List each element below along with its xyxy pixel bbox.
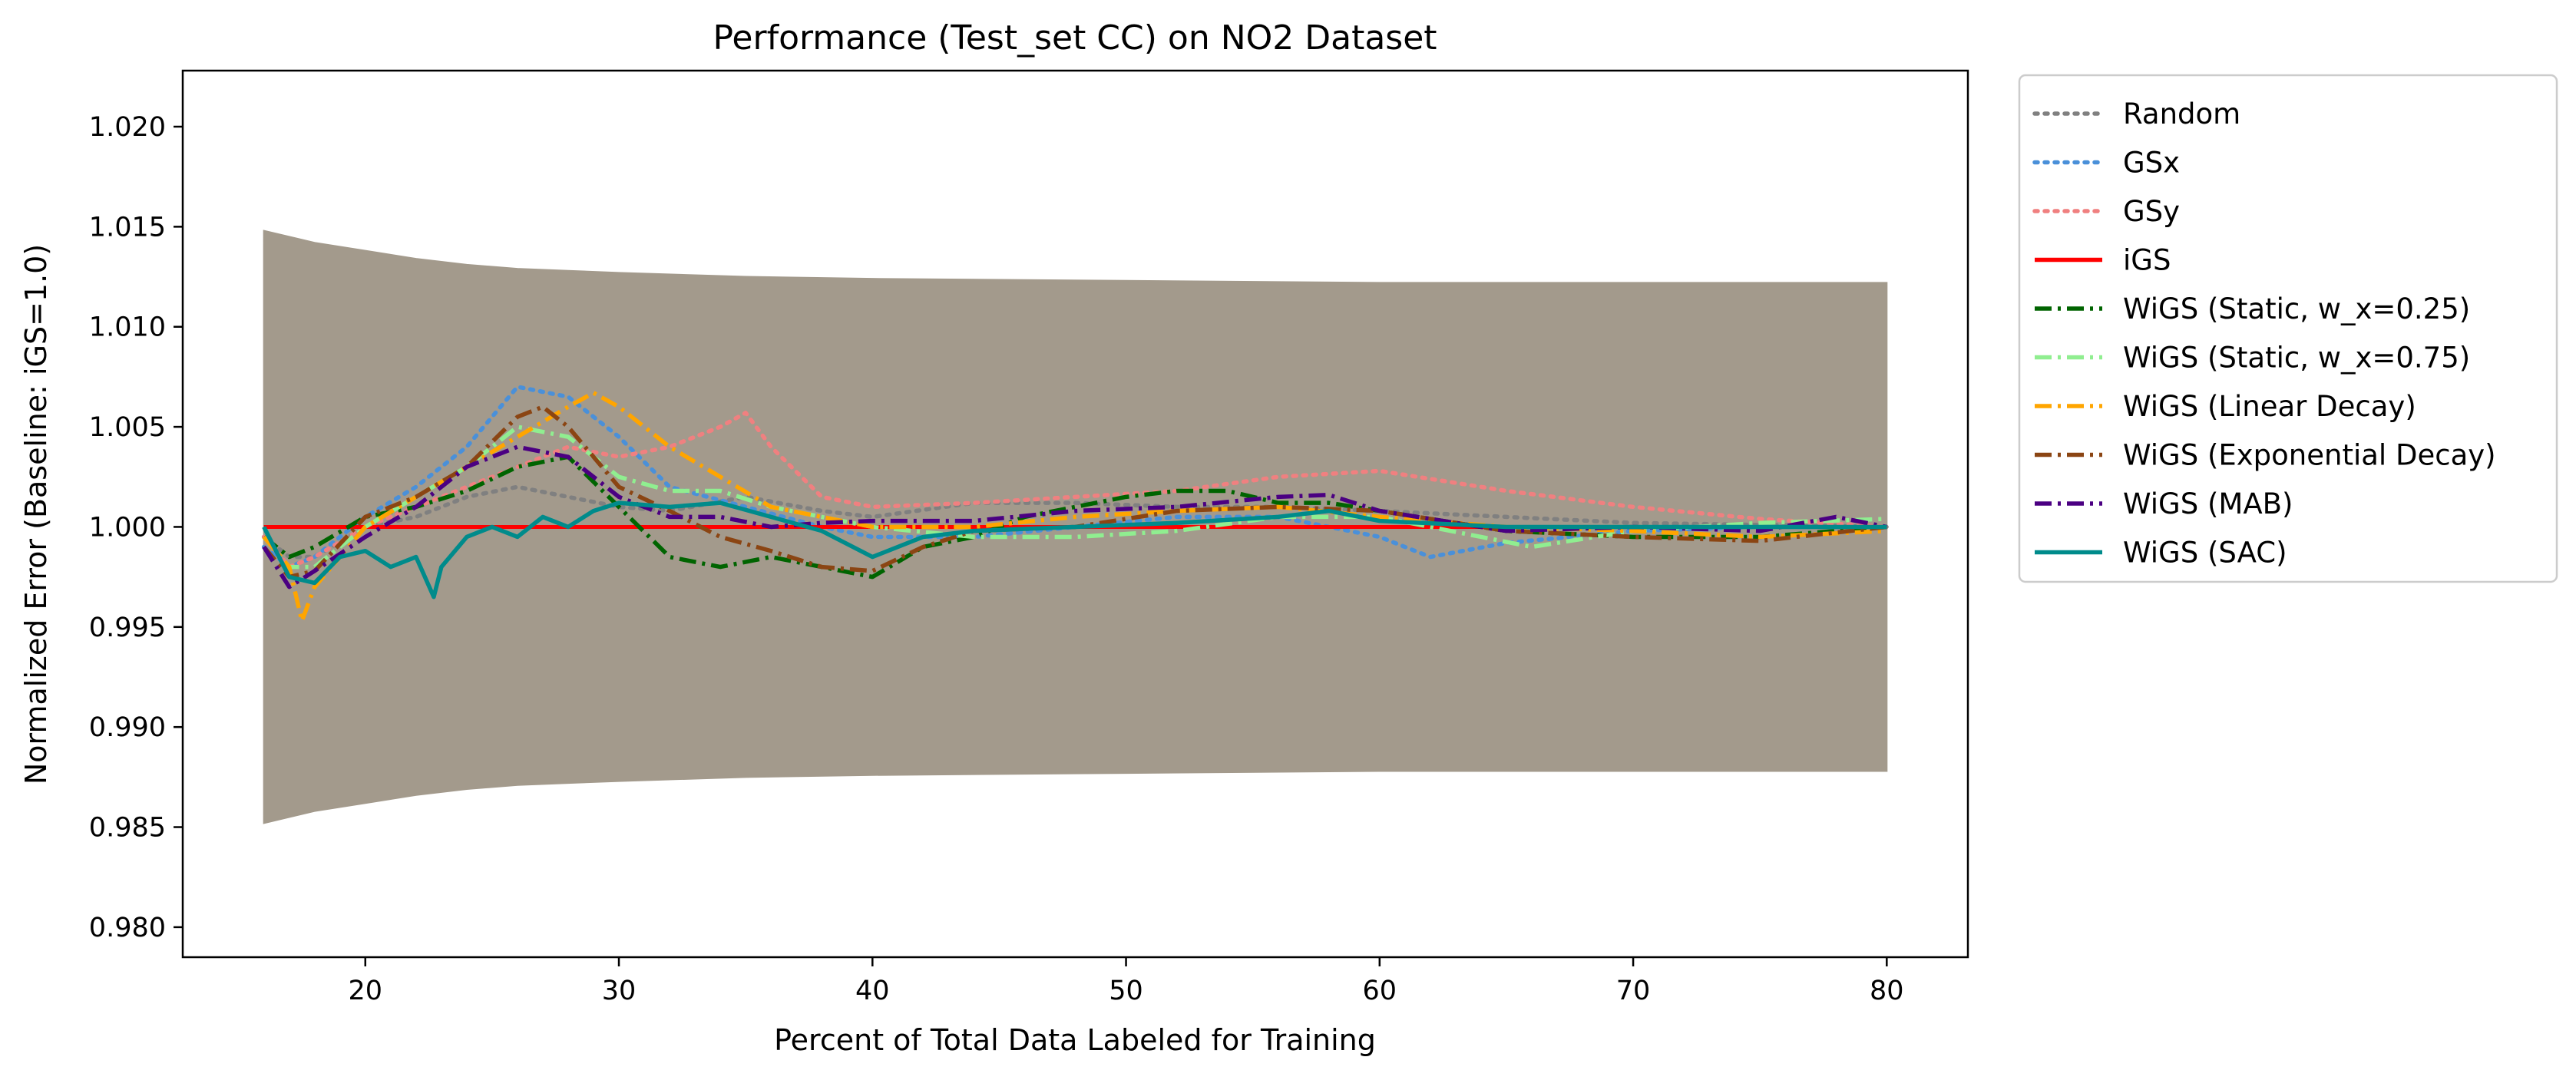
- legend: Random GSx GSy iGS WiGS (Static, w_x=0.25) Wi…: [2018, 74, 2558, 583]
- y-tick-label: 0.995: [89, 613, 166, 643]
- series-line-6: [262, 391, 1887, 623]
- x-tick-label: 30: [602, 976, 637, 1006]
- x-tick-label: 60: [1363, 976, 1397, 1006]
- series-line-8: [262, 444, 1887, 590]
- x-tick-label: 80: [1870, 976, 1904, 1006]
- legend-label: GSy: [2123, 195, 2180, 228]
- legend-label: iGS: [2123, 244, 2171, 277]
- legend-label: WiGS (Static, w_x=0.75): [2123, 342, 2470, 375]
- chart-title: Performance (Test_set CC) on NO2 Dataset: [713, 18, 1437, 58]
- y-tick-label: 1.015: [89, 212, 166, 243]
- y-tick-label: 0.980: [89, 913, 166, 943]
- x-tick-label: 50: [1109, 976, 1143, 1006]
- plot-area: [261, 230, 1890, 824]
- x-tick-label: 40: [855, 976, 890, 1006]
- series-line-4: [262, 454, 1887, 580]
- y-tick-label: 1.020: [89, 112, 166, 143]
- x-axis: 20 30 40 50 60 70 80: [349, 957, 1904, 1006]
- legend-label: WiGS (SAC): [2123, 537, 2287, 570]
- legend-label: WiGS (Exponential Decay): [2123, 439, 2496, 472]
- y-tick-label: 1.010: [89, 312, 166, 343]
- legend-label: WiGS (MAB): [2123, 487, 2293, 520]
- x-tick-label: 20: [349, 976, 383, 1006]
- x-tick-label: 70: [1616, 976, 1651, 1006]
- y-tick-label: 0.985: [89, 813, 166, 844]
- y-tick-label: 1.000: [89, 512, 166, 543]
- plot-frame: [181, 69, 1969, 959]
- legend-label: WiGS (Linear Decay): [2123, 390, 2416, 423]
- legend-box: [2018, 74, 2558, 583]
- legend-label: WiGS (Static, w_x=0.25): [2123, 292, 2470, 325]
- legend-label: Random: [2123, 97, 2240, 130]
- y-axis-label: Normalized Error (Baseline: iGS=1.0): [19, 244, 53, 784]
- y-axis: 0.980 0.985 0.990 0.995 1.000 1.005 1.010 1.015…: [89, 112, 183, 943]
- y-tick-label: 1.005: [89, 412, 166, 443]
- legend-label: GSx: [2123, 147, 2180, 180]
- x-axis-label: Percent of Total Data Labeled for Traini…: [774, 1023, 1376, 1057]
- series-line-9: [262, 500, 1887, 599]
- y-tick-label: 0.990: [89, 712, 166, 743]
